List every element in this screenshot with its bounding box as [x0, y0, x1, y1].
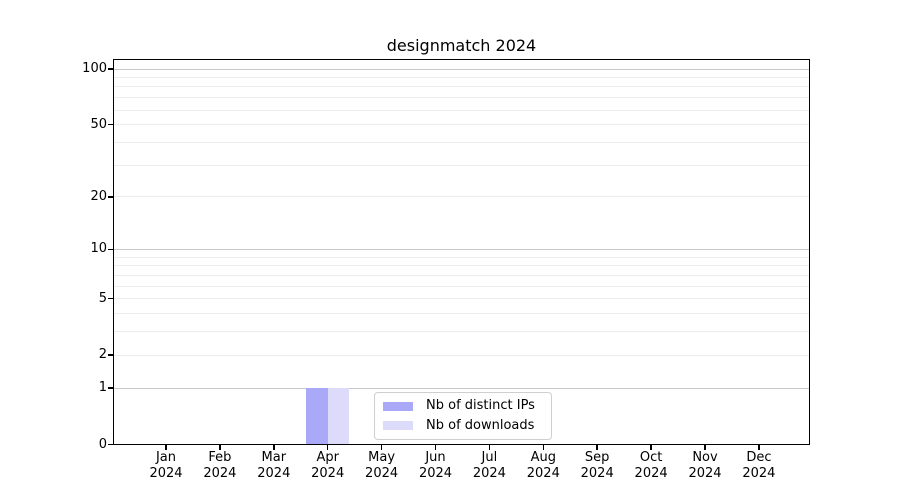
y-tick-50 — [108, 123, 113, 126]
gridline-minor-2 — [113, 354, 810, 356]
gridline-major-100 — [113, 68, 810, 70]
plot-area: 0 1 2 5 10 20 50 100 Jan 2024 Feb 2024 Mar 2024 Apr… — [82, 59, 810, 481]
y-tick-1 — [108, 387, 113, 389]
x-tick-nov — [704, 444, 706, 450]
y-tick-label-100: 100 — [82, 61, 107, 76]
y-tick-5 — [108, 297, 113, 300]
x-tick-label-jul: Jul 2024 — [472, 450, 506, 481]
gridline-minor-80 — [113, 86, 810, 88]
y-tick-2 — [108, 354, 113, 356]
x-tick-label-oct: Oct 2024 — [634, 450, 668, 481]
x-tick-label-aug: Aug 2024 — [526, 450, 560, 481]
legend: Nb of distinct IPs Nb of downloads — [374, 392, 552, 440]
gridline-minor-70 — [113, 97, 810, 99]
x-tick-label-mar: Mar 2024 — [257, 450, 291, 481]
x-tick-jun — [434, 444, 437, 450]
gridline-minor-9 — [113, 256, 810, 258]
x-tick-label-dec: Dec 2024 — [742, 450, 776, 481]
y-tick-0 — [108, 443, 113, 446]
x-tick-label-jun: Jun 2024 — [418, 450, 453, 481]
chart-title: designmatch 2024 — [386, 36, 537, 55]
y-tick-label-1: 1 — [98, 380, 107, 396]
x-tick-may — [380, 444, 383, 450]
y-tick-label-20: 20 — [90, 188, 107, 204]
x-tick-label-apr: Apr 2024 — [311, 450, 345, 481]
x-tick-oct — [650, 444, 652, 450]
gridline-minor-5 — [113, 298, 810, 300]
y-tick-label-0: 0 — [98, 436, 107, 452]
x-tick-label-nov: Nov 2024 — [688, 450, 722, 481]
y-tick-label-50: 50 — [90, 116, 107, 132]
y-tick-10 — [108, 248, 113, 251]
legend-label-distinct-ips: Nb of distinct IPs — [426, 398, 535, 414]
gridline-major-10 — [113, 248, 810, 250]
x-tick-jan — [165, 444, 167, 450]
gridline-minor-4 — [113, 313, 810, 315]
y-tick-100 — [108, 68, 113, 70]
bar-nb-of-downloads-Apr — [327, 388, 350, 445]
x-tick-label-jan: Jan 2024 — [149, 450, 183, 481]
legend-item-downloads: Nb of downloads — [383, 418, 543, 434]
gridline-minor-6 — [113, 285, 810, 287]
gridline-minor-50 — [113, 124, 810, 126]
gridline-minor-3 — [113, 331, 810, 333]
gridline-minor-30 — [113, 164, 810, 166]
legend-swatch-downloads — [383, 421, 413, 431]
x-tick-feb — [219, 444, 221, 450]
y-tick-label-10: 10 — [90, 241, 107, 257]
x-tick-mar — [273, 444, 275, 450]
gridline-minor-60 — [113, 109, 810, 111]
gridline-minor-20 — [113, 196, 810, 198]
y-tick-20 — [108, 196, 113, 198]
x-tick-aug — [542, 444, 545, 450]
bar-nb-of-distinct-ips-Apr — [306, 388, 328, 445]
x-tick-dec — [758, 444, 760, 450]
x-tick-apr — [326, 444, 329, 450]
x-tick-sep — [596, 444, 598, 450]
x-tick-jul — [488, 444, 491, 450]
y-tick-label-2: 2 — [98, 347, 107, 363]
gridline-minor-90 — [113, 76, 810, 78]
x-tick-label-may: May 2024 — [365, 450, 399, 481]
x-tick-label-feb: Feb 2024 — [203, 450, 237, 481]
gridline-minor-8 — [113, 265, 810, 267]
gridline-major-1 — [113, 387, 810, 389]
x-tick-label-sep: Sep 2024 — [580, 450, 614, 481]
gridline-minor-7 — [113, 274, 810, 276]
y-tick-label-5: 5 — [98, 290, 107, 306]
legend-swatch-distinct-ips — [383, 401, 413, 411]
legend-label-downloads: Nb of downloads — [426, 417, 535, 433]
legend-item-distinct-ips: Nb of distinct IPs — [383, 398, 543, 414]
gridline-minor-40 — [113, 141, 810, 143]
